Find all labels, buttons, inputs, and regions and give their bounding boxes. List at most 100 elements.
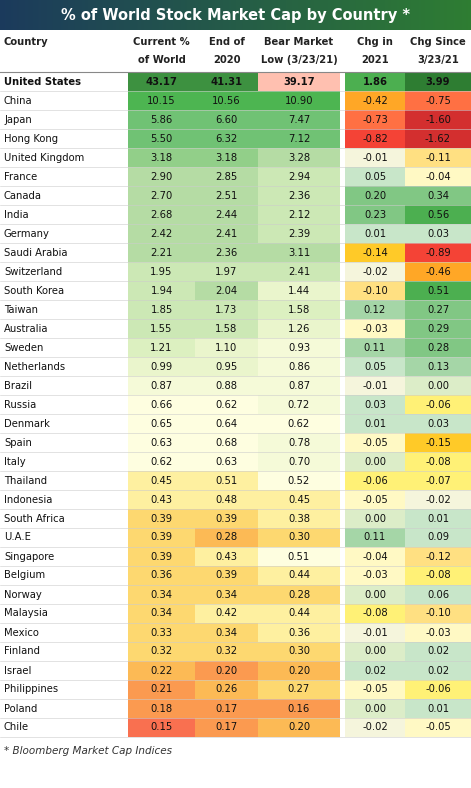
Text: 1.97: 1.97 [215,266,238,277]
Text: 0.93: 0.93 [288,343,310,352]
Bar [340,452,345,471]
Bar [392,0,395,30]
Bar [128,338,195,357]
Bar [195,661,258,680]
Bar [0,319,128,338]
Bar [63,0,65,30]
Text: 1.58: 1.58 [215,324,238,333]
Bar [195,566,258,585]
Bar [114,0,117,30]
Bar [408,0,410,30]
Text: 1.55: 1.55 [150,324,173,333]
Bar [240,0,242,30]
Bar [437,0,439,30]
Bar [340,243,345,262]
Text: 39.17: 39.17 [283,76,315,87]
Text: 0.03: 0.03 [427,229,449,239]
Text: 2.21: 2.21 [150,247,173,258]
Bar [195,167,258,186]
Bar [221,0,223,30]
Text: 0.88: 0.88 [216,381,237,391]
Text: 0.32: 0.32 [150,646,172,656]
Bar [278,0,280,30]
Bar [128,110,195,129]
Text: 0.42: 0.42 [215,608,237,619]
Text: United Kingdom: United Kingdom [4,153,84,162]
Text: Chile: Chile [4,723,29,733]
Text: Hong Kong: Hong Kong [4,133,58,143]
Bar [102,0,104,30]
Bar [0,433,128,452]
Bar [340,642,345,661]
Bar [42,0,44,30]
Text: 0.39: 0.39 [215,571,237,581]
Bar [340,186,345,205]
Bar [118,0,120,30]
Text: 0.20: 0.20 [288,723,310,733]
Bar [259,0,261,30]
Bar [128,148,195,167]
Bar [359,0,362,30]
Text: 0.30: 0.30 [288,533,310,542]
Bar [149,0,151,30]
Bar [405,129,471,148]
Bar [141,0,143,30]
Bar [112,0,114,30]
Bar [258,433,340,452]
Text: 0.11: 0.11 [364,533,386,542]
Bar [174,0,176,30]
Bar [402,0,404,30]
Bar [452,0,454,30]
Bar [340,509,345,528]
Bar [466,0,468,30]
Text: 0.86: 0.86 [288,362,310,371]
Text: 0.65: 0.65 [150,418,173,429]
Bar [312,0,315,30]
Bar [128,414,195,433]
Text: 3.18: 3.18 [215,153,237,162]
Bar [451,0,453,30]
Bar [0,604,128,623]
Bar [28,0,30,30]
Bar [405,547,471,566]
Bar [405,148,471,167]
Text: 0.12: 0.12 [364,304,386,314]
Bar [422,0,424,30]
Bar [178,0,179,30]
Bar [371,0,373,30]
Bar [217,0,219,30]
Bar [421,0,423,30]
Bar [195,224,258,243]
Bar [345,661,405,680]
Bar [0,167,128,186]
Bar [16,0,18,30]
Bar [345,357,405,376]
Bar [0,471,128,490]
Bar [258,300,340,319]
Bar [195,300,258,319]
Text: 0.39: 0.39 [150,552,172,562]
Text: 0.00: 0.00 [364,646,386,656]
Text: U.A.E: U.A.E [4,533,31,542]
Bar [207,0,209,30]
Bar [212,0,214,30]
Bar [190,0,192,30]
Bar [258,110,340,129]
Text: 2.39: 2.39 [288,229,310,239]
Bar [13,0,15,30]
Bar [166,0,169,30]
Bar [250,0,252,30]
Text: 1.44: 1.44 [288,285,310,296]
Bar [126,0,128,30]
Bar [345,471,405,490]
Bar [0,452,128,471]
Bar [385,0,387,30]
Bar [345,623,405,642]
Bar [162,0,164,30]
Bar [195,490,258,509]
Text: 1.21: 1.21 [150,343,173,352]
Text: -0.12: -0.12 [425,552,451,562]
Bar [201,0,203,30]
Bar [345,72,405,91]
Bar [85,0,87,30]
